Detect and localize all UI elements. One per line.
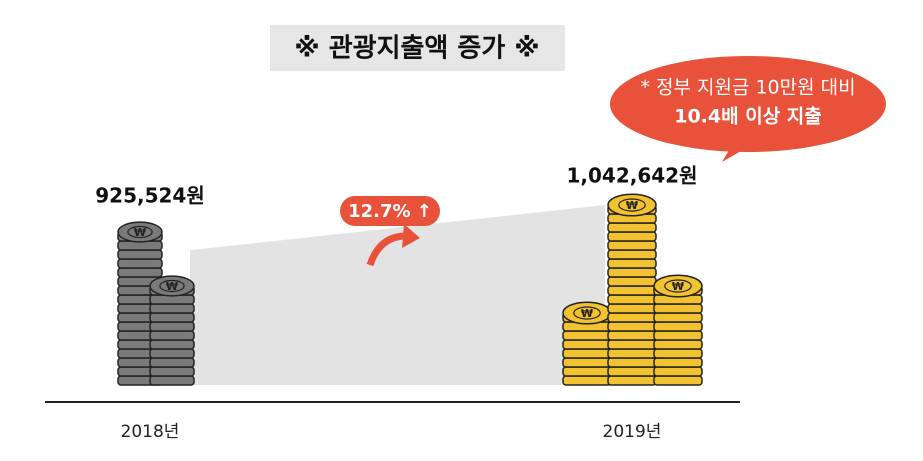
coin xyxy=(562,357,612,368)
coin xyxy=(562,339,612,350)
coin xyxy=(653,330,703,341)
coin xyxy=(149,375,195,386)
coin-symbol: ₩ xyxy=(672,280,684,293)
chart-title: ※ 관광지출액 증가 ※ xyxy=(294,34,539,64)
coin-face xyxy=(573,306,601,320)
coin xyxy=(149,348,195,359)
coin-face xyxy=(159,279,185,293)
coin xyxy=(117,267,163,278)
coin-top xyxy=(149,275,195,297)
coin xyxy=(562,348,612,359)
x-tick-label: 2019년 xyxy=(603,422,662,442)
coin xyxy=(607,348,657,359)
coin xyxy=(149,339,195,350)
coin xyxy=(653,366,703,377)
coin xyxy=(607,249,657,260)
coin xyxy=(607,231,657,242)
coin xyxy=(607,267,657,278)
trend-area-shape xyxy=(190,205,605,385)
coin xyxy=(149,357,195,368)
callout-line: 10.4배 이상 지출 xyxy=(674,106,822,128)
coin xyxy=(607,330,657,341)
coin xyxy=(607,375,657,386)
trend-area xyxy=(190,205,605,385)
coin-top xyxy=(607,193,657,217)
coin xyxy=(607,258,657,269)
coin xyxy=(607,339,657,350)
coin xyxy=(653,321,703,332)
coin xyxy=(607,366,657,377)
coin xyxy=(149,366,195,377)
coin xyxy=(149,303,195,314)
coin xyxy=(562,366,612,377)
coin xyxy=(117,249,163,260)
coin xyxy=(653,312,703,323)
coin-stack: ₩₩ xyxy=(117,221,195,386)
coin-face xyxy=(664,279,692,293)
coin xyxy=(607,222,657,233)
coin-symbol: ₩ xyxy=(581,307,593,320)
coin xyxy=(117,258,163,269)
value-label: 1,042,642원 xyxy=(566,164,697,188)
coin-face xyxy=(618,198,646,212)
coin xyxy=(607,303,657,314)
coin xyxy=(562,330,612,341)
coin-symbol: ₩ xyxy=(134,226,146,239)
callout-bubble xyxy=(610,56,886,152)
coin-top xyxy=(117,221,163,243)
x-tick-label: 2018년 xyxy=(121,422,180,442)
coin xyxy=(607,294,657,305)
coin xyxy=(653,303,703,314)
coin-symbol: ₩ xyxy=(626,199,638,212)
callout-line: * 정부 지원금 10만원 대비 xyxy=(640,77,855,99)
coin-symbol: ₩ xyxy=(166,280,178,293)
title-box xyxy=(270,25,565,71)
coin xyxy=(607,357,657,368)
coin-stack: ₩ ₩ ₩ xyxy=(562,193,703,386)
coin xyxy=(149,321,195,332)
growth-badge xyxy=(340,196,440,226)
coin xyxy=(607,276,657,287)
coin xyxy=(607,285,657,296)
growth-label: 12.7% ↑ xyxy=(348,201,432,222)
growth-arrow-head xyxy=(402,224,420,248)
coin xyxy=(653,375,703,386)
callout-tail xyxy=(722,140,760,162)
coin-face xyxy=(127,225,153,239)
coin xyxy=(562,375,612,386)
coin xyxy=(653,357,703,368)
coin xyxy=(149,312,195,323)
coin-top xyxy=(653,274,703,298)
coin xyxy=(607,240,657,251)
coin xyxy=(607,321,657,332)
value-label: 925,524원 xyxy=(95,184,205,208)
coin xyxy=(653,339,703,350)
coin xyxy=(653,348,703,359)
coin xyxy=(607,312,657,323)
coin xyxy=(149,330,195,341)
